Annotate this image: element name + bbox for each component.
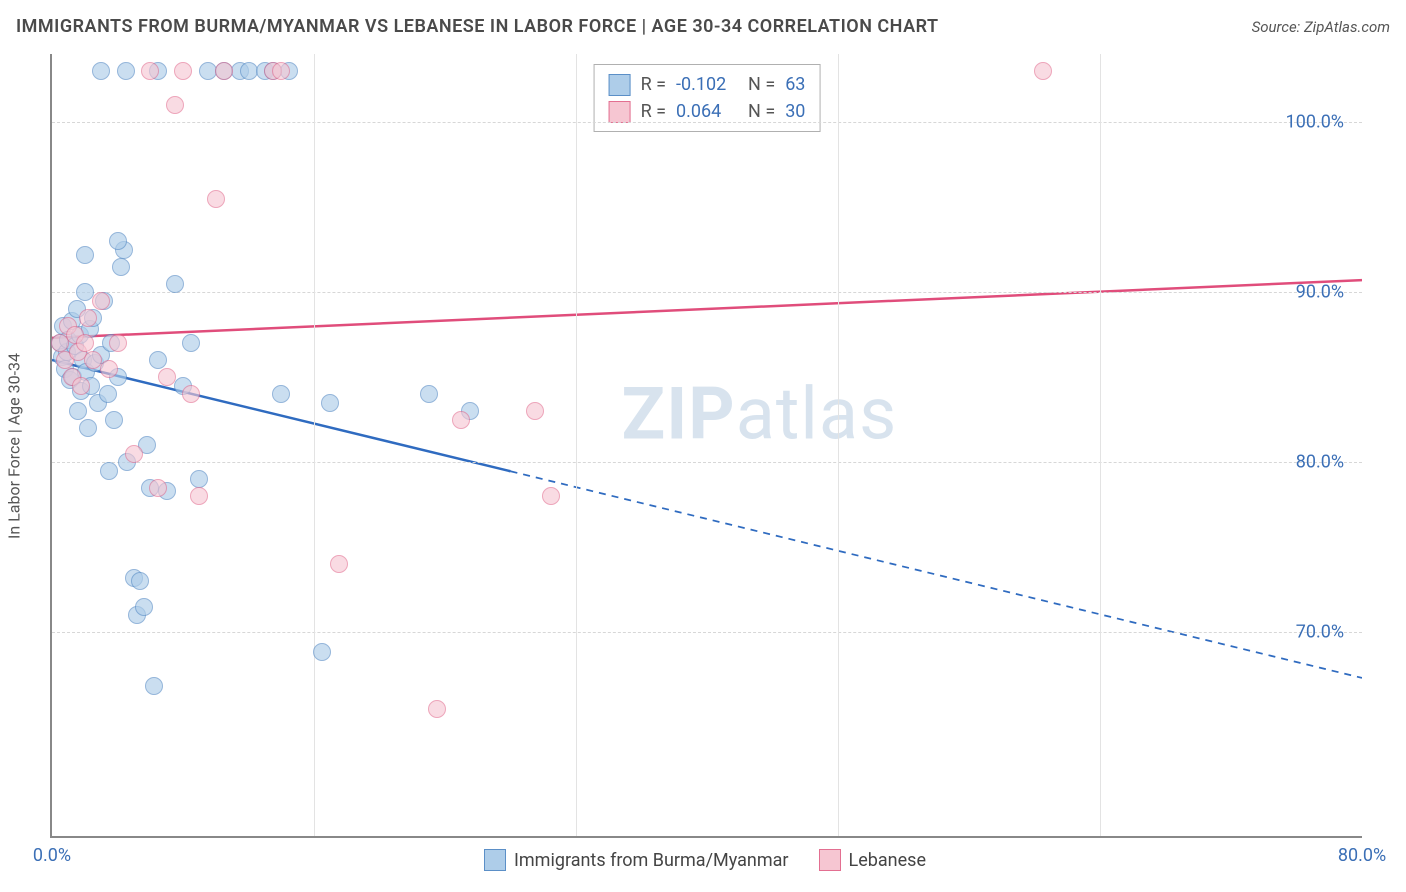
data-point-burma: [190, 470, 208, 488]
legend-row-lebanese: R = 0.064 N = 30: [609, 98, 806, 125]
data-point-burma: [321, 394, 339, 412]
legend-N-label: N =: [748, 71, 775, 98]
x-tick-label: 0.0%: [33, 845, 71, 866]
source-attribution: Source: ZipAtlas.com: [1252, 18, 1390, 36]
y-tick-label: 90.0%: [1296, 282, 1344, 303]
bottom-legend-swatch-burma: [484, 849, 506, 871]
data-point-lebanese: [330, 555, 348, 573]
data-point-lebanese: [215, 62, 233, 80]
bottom-legend-item-lebanese: Lebanese: [819, 849, 926, 871]
data-point-burma: [420, 385, 438, 403]
data-point-lebanese: [174, 62, 192, 80]
watermark: ZIPatlas: [622, 371, 898, 456]
data-point-lebanese: [1034, 62, 1052, 80]
bottom-legend-label-lebanese: Lebanese: [849, 850, 926, 871]
data-point-lebanese: [79, 309, 97, 327]
watermark-bold: ZIP: [622, 371, 736, 456]
data-point-burma: [69, 402, 87, 420]
gridline-v: [576, 54, 577, 836]
data-point-burma: [99, 385, 117, 403]
y-axis-title: In Labor Force | Age 30-34: [5, 353, 24, 539]
trend-line-lebanese: [52, 280, 1362, 338]
data-point-lebanese: [272, 62, 290, 80]
data-point-lebanese: [76, 334, 94, 352]
data-point-burma: [199, 62, 217, 80]
y-tick-label: 70.0%: [1296, 622, 1344, 643]
source-value: ZipAtlas.com: [1304, 18, 1390, 36]
trend-line-dash-burma: [511, 471, 1363, 678]
data-point-burma: [79, 419, 97, 437]
data-point-lebanese: [190, 487, 208, 505]
data-point-burma: [149, 351, 167, 369]
data-point-lebanese: [452, 411, 470, 429]
data-point-lebanese: [207, 190, 225, 208]
gridline-v: [1100, 54, 1101, 836]
source-label: Source:: [1252, 18, 1304, 36]
data-point-burma: [109, 232, 127, 250]
trend-lines-layer: [52, 54, 1362, 836]
data-point-burma: [166, 275, 184, 293]
scatter-plot-area: ZIPatlas R = -0.102 N = 63 R = 0.064 N = 30 70.…: [50, 54, 1362, 838]
y-tick-label: 100.0%: [1286, 112, 1344, 133]
gridline-h: [52, 632, 1362, 633]
data-point-burma: [240, 62, 258, 80]
data-point-lebanese: [158, 368, 176, 386]
data-point-lebanese: [182, 385, 200, 403]
data-point-lebanese: [141, 62, 159, 80]
legend-R-label: R =: [641, 98, 666, 125]
data-point-burma: [131, 572, 149, 590]
title-bar: IMMIGRANTS FROM BURMA/MYANMAR VS LEBANES…: [16, 16, 1390, 37]
gridline-v: [314, 54, 315, 836]
legend-R-label: R =: [641, 71, 666, 98]
data-point-burma: [105, 411, 123, 429]
data-point-lebanese: [542, 487, 560, 505]
bottom-legend-swatch-lebanese: [819, 849, 841, 871]
data-point-lebanese: [125, 445, 143, 463]
legend-swatch-burma: [609, 74, 631, 96]
data-point-lebanese: [428, 700, 446, 718]
legend-R-value-lebanese: 0.064: [676, 98, 738, 125]
gridline-v: [838, 54, 839, 836]
data-point-lebanese: [84, 351, 102, 369]
chart-title: IMMIGRANTS FROM BURMA/MYANMAR VS LEBANES…: [16, 16, 939, 37]
legend-N-label: N =: [748, 98, 775, 125]
legend-R-value-burma: -0.102: [676, 71, 738, 98]
data-point-lebanese: [100, 360, 118, 378]
y-tick-label: 80.0%: [1296, 452, 1344, 473]
bottom-legend-label-burma: Immigrants from Burma/Myanmar: [514, 850, 789, 871]
data-point-burma: [182, 334, 200, 352]
data-point-burma: [145, 677, 163, 695]
x-tick-label: 80.0%: [1338, 845, 1386, 866]
series-legend: Immigrants from Burma/Myanmar Lebanese: [484, 844, 926, 876]
gridline-h: [52, 122, 1362, 123]
gridline-h: [52, 292, 1362, 293]
data-point-burma: [100, 462, 118, 480]
data-point-lebanese: [166, 96, 184, 114]
watermark-rest: atlas: [736, 371, 898, 456]
data-point-lebanese: [526, 402, 544, 420]
data-point-lebanese: [109, 334, 127, 352]
data-point-burma: [117, 62, 135, 80]
gridline-h: [52, 462, 1362, 463]
data-point-burma: [135, 598, 153, 616]
data-point-burma: [76, 246, 94, 264]
legend-N-value-lebanese: 30: [785, 98, 805, 125]
data-point-burma: [76, 283, 94, 301]
data-point-lebanese: [92, 292, 110, 310]
data-point-lebanese: [149, 479, 167, 497]
legend-swatch-lebanese: [609, 101, 631, 123]
legend-row-burma: R = -0.102 N = 63: [609, 71, 806, 98]
data-point-burma: [92, 62, 110, 80]
data-point-lebanese: [72, 377, 90, 395]
bottom-legend-item-burma: Immigrants from Burma/Myanmar: [484, 849, 789, 871]
data-point-burma: [112, 258, 130, 276]
data-point-burma: [313, 643, 331, 661]
data-point-burma: [272, 385, 290, 403]
legend-N-value-burma: 63: [785, 71, 805, 98]
